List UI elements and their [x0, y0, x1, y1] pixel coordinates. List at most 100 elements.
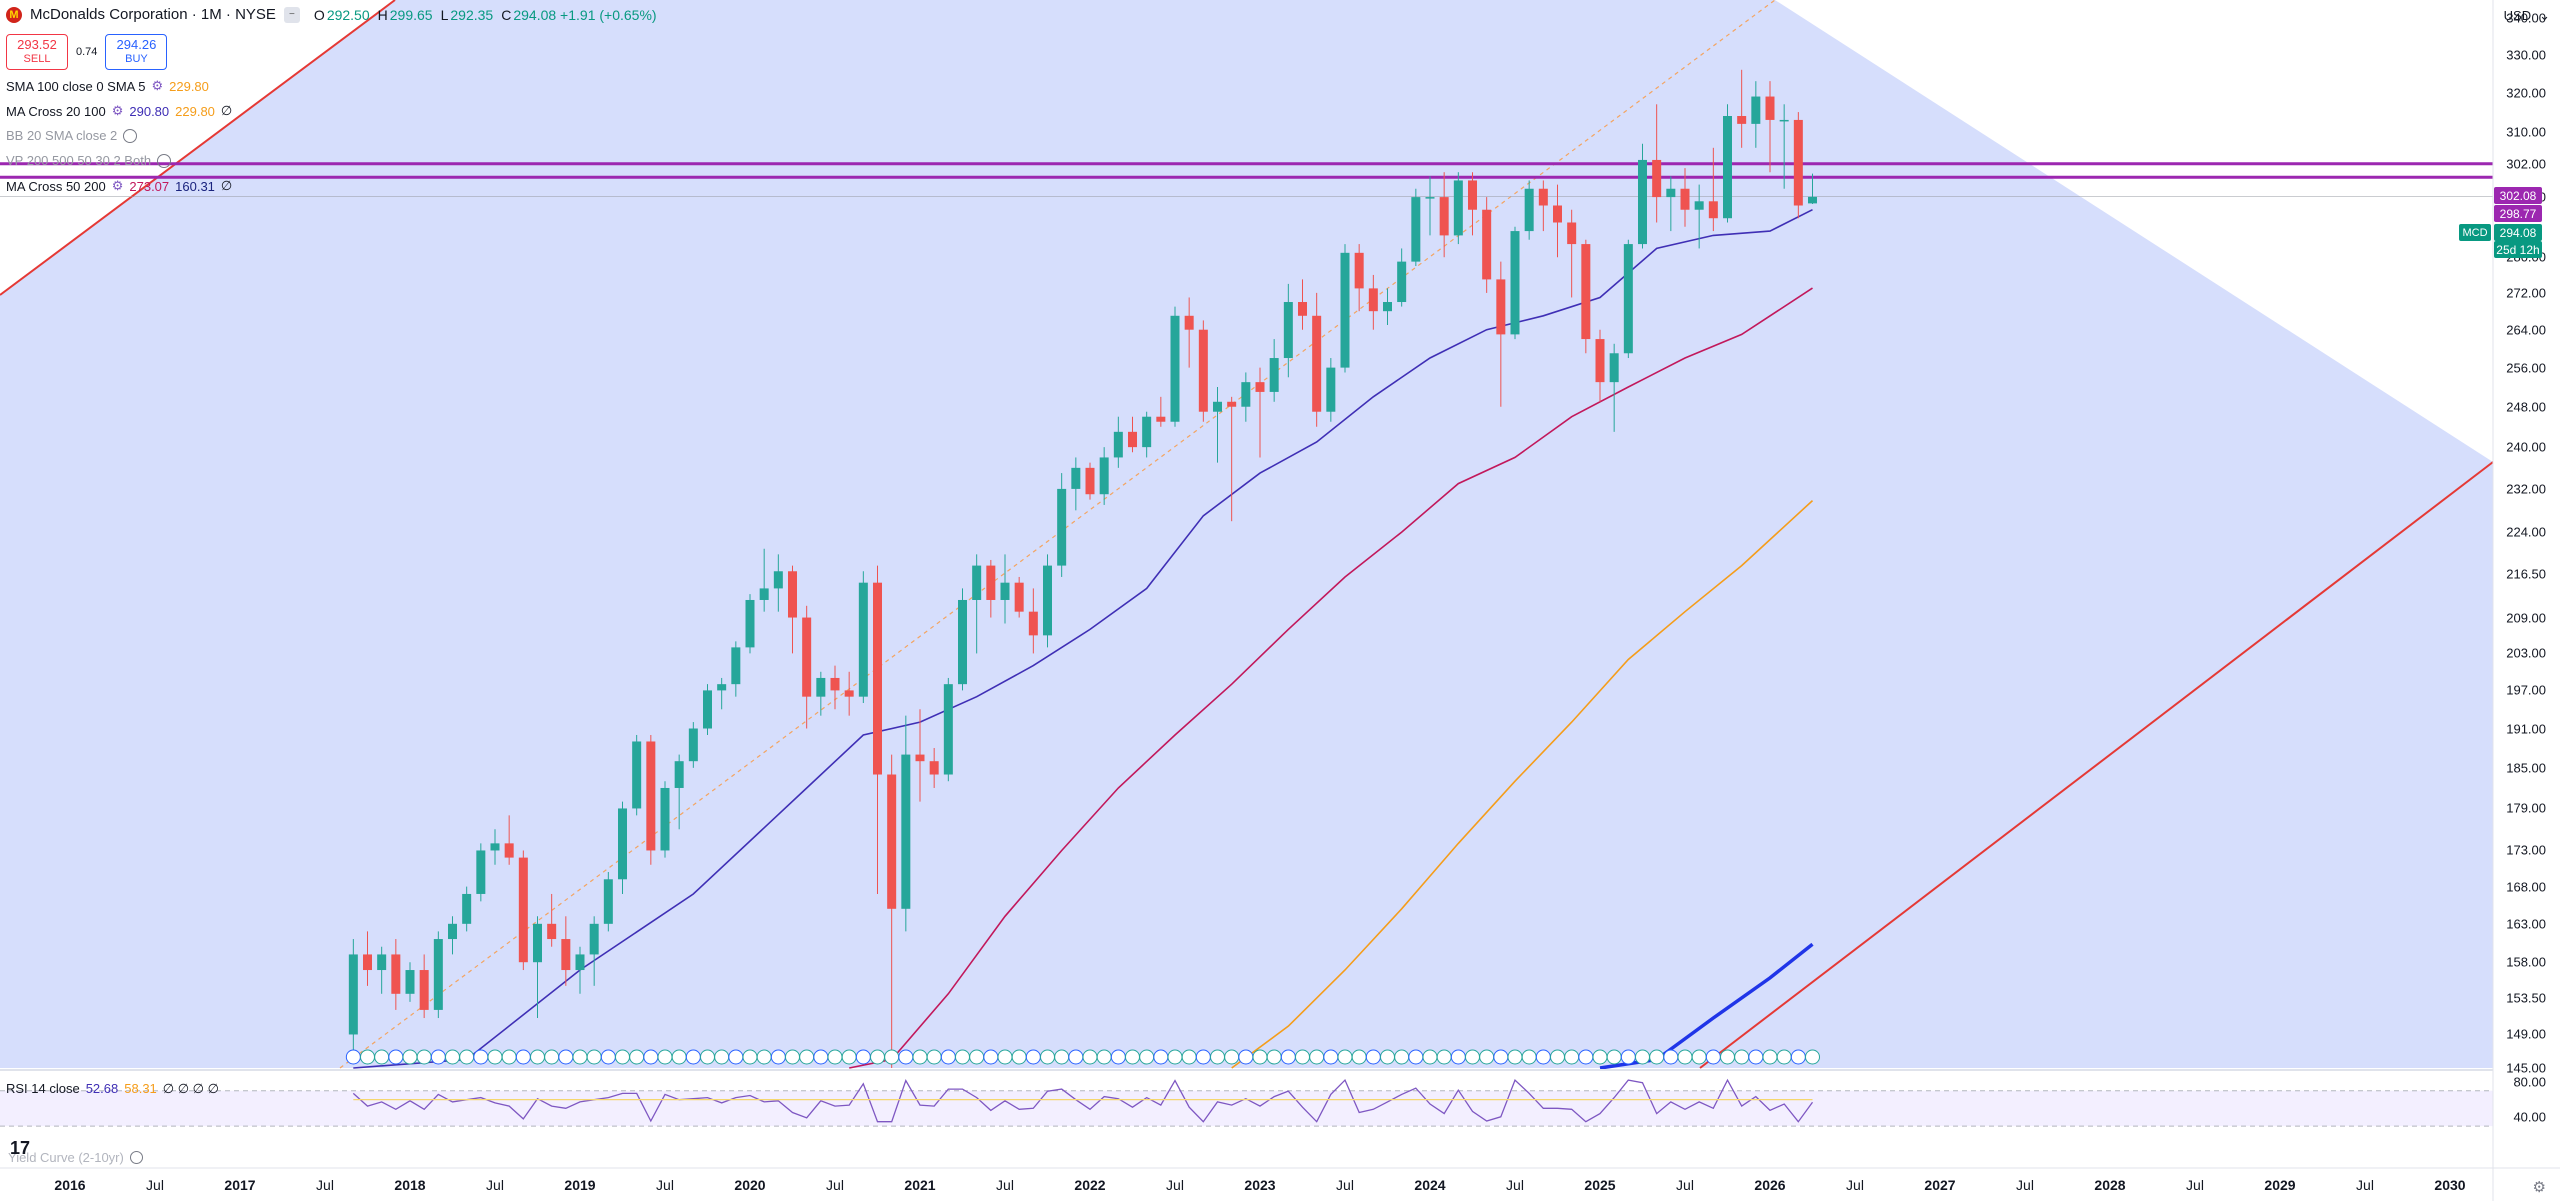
event-marker [969, 1049, 985, 1065]
indicator-ma-cross-50-200[interactable]: MA Cross 50 200 ⚙ 273.07 160.31 ∅ [6, 178, 232, 194]
gear-icon[interactable]: ⚙ [2532, 1179, 2546, 1196]
indicator-vp[interactable]: VP 200 500 50 30 2 Both [6, 153, 172, 168]
x-tick-label: 2030 [2434, 1177, 2466, 1193]
channel-upper-line [0, 0, 396, 296]
event-marker [402, 1049, 418, 1065]
hidden-eye-icon[interactable] [157, 153, 172, 168]
settings-icon[interactable]: ⚙ [111, 178, 124, 193]
candle-body [533, 923, 542, 963]
candle-body [391, 954, 401, 994]
symbol-tag: MCD [2459, 224, 2491, 241]
event-marker [827, 1049, 843, 1065]
x-tick-label: 2026 [1754, 1177, 1786, 1193]
event-marker [615, 1049, 630, 1065]
candle-body [1354, 252, 1364, 289]
event-marker [1734, 1049, 1750, 1065]
y-tick-label: 330.00 [2506, 47, 2546, 63]
candle-body [490, 843, 500, 851]
candle-body [1723, 116, 1732, 219]
settings-icon[interactable]: ⚙ [111, 103, 124, 118]
event-marker [1535, 1049, 1551, 1065]
hidden-eye-icon[interactable] [123, 128, 138, 143]
candle-body [1085, 467, 1095, 495]
indicator-value: 229.80 [175, 103, 215, 119]
y-tick-label: 191.00 [2506, 721, 2546, 736]
candle-body [788, 571, 797, 618]
y-tick-label: 203.00 [2506, 645, 2546, 661]
candle-body [1383, 302, 1392, 312]
candle-body [1482, 209, 1492, 280]
candle-body [1538, 188, 1548, 206]
indicator-value: 290.80 [129, 103, 170, 119]
x-tick-label: Jul [2016, 1177, 2034, 1193]
indicator-bb[interactable]: BB 20 SMA close 2 [6, 128, 138, 143]
candle-body [1198, 329, 1208, 412]
event-marker [1110, 1049, 1126, 1065]
event-marker [629, 1049, 645, 1065]
collapse-legend-button[interactable]: − [283, 6, 300, 23]
event-marker [530, 1049, 545, 1065]
event-marker [785, 1049, 800, 1065]
price-pane[interactable] [0, 0, 2494, 1070]
event-marker [1592, 1049, 1608, 1065]
y-tick-label: 149.00 [2506, 1026, 2546, 1042]
candle-body [1751, 96, 1761, 124]
rsi-value: 52.68 [85, 1081, 119, 1096]
x-tick-label: Jul [2356, 1177, 2374, 1193]
currency-selector[interactable]: USD ⌄ [2504, 8, 2550, 24]
candle-body [1680, 188, 1690, 210]
y-tick-label: 145.00 [2506, 1060, 2546, 1076]
spread-value: 0.74 [76, 46, 98, 58]
y-tick-label: 209.00 [2506, 610, 2546, 626]
hidden-eye-icon[interactable] [129, 1151, 143, 1164]
candle-body [1638, 159, 1647, 245]
candle-body [915, 754, 925, 762]
x-tick-label: 2029 [2264, 1177, 2296, 1193]
buy-button[interactable]: 294.26 BUY [105, 34, 168, 70]
y-tick-label: 224.00 [2506, 524, 2546, 540]
candle-body [1043, 565, 1052, 636]
event-marker [1691, 1049, 1707, 1065]
candle-body [901, 754, 911, 909]
x-tick-label: Jul [1336, 1177, 1354, 1193]
indicator-value: 160.31 [175, 178, 215, 194]
settings-icon[interactable]: ⚙ [151, 78, 164, 93]
candle-body [1439, 197, 1449, 236]
candle-body [1227, 401, 1237, 407]
candle-body [589, 923, 599, 955]
sell-button[interactable]: 293.52 SELL [6, 34, 68, 70]
candle-body [1368, 288, 1378, 312]
candle-body [1779, 119, 1789, 122]
currency-label: USD [2503, 8, 2532, 23]
rsi-legend[interactable]: RSI 14 close 52.68 58.31 ∅ ∅ ∅ ∅ [6, 1081, 219, 1097]
indicator-ma-cross-20-100[interactable]: MA Cross 20 100 ⚙ 290.80 229.80 ∅ [6, 103, 232, 119]
candle-body [773, 571, 783, 589]
high-value: 299.65 [389, 6, 433, 23]
event-marker [1238, 1049, 1254, 1065]
low-label: L [440, 6, 449, 23]
event-marker [558, 1049, 574, 1065]
rsi-name: RSI 14 close [6, 1081, 80, 1096]
candle-body [1652, 159, 1662, 198]
candle-body [943, 684, 953, 775]
ohlc-values: O 292.50 H 299.65 L 292.35 C 294.08 +1.91 (+… [314, 7, 663, 23]
candle-body [646, 741, 656, 851]
close-label: C [501, 6, 512, 23]
symbol-title[interactable]: McDonalds Corporation · 1M · NYSE [30, 6, 276, 23]
event-marker [1011, 1049, 1027, 1065]
indicator-value: ∅ [220, 178, 233, 193]
candle-body [816, 677, 826, 697]
rsi-pane[interactable] [0, 1078, 2493, 1127]
candle-body [674, 761, 684, 788]
candle-body [873, 582, 882, 775]
yield-curve-legend[interactable]: Yield Curve (2-10yr) [8, 1150, 143, 1165]
indicator-name: MA Cross 50 200 [6, 178, 106, 194]
event-marker [1677, 1049, 1693, 1065]
candle-body [887, 774, 897, 909]
event-marker [799, 1049, 815, 1065]
event-marker [1266, 1049, 1282, 1065]
hline-price-tag: 302.08 [2494, 187, 2542, 204]
candle-body [1213, 401, 1222, 412]
indicator-sma100[interactable]: SMA 100 close 0 SMA 5 ⚙ 229.80 [6, 78, 209, 94]
